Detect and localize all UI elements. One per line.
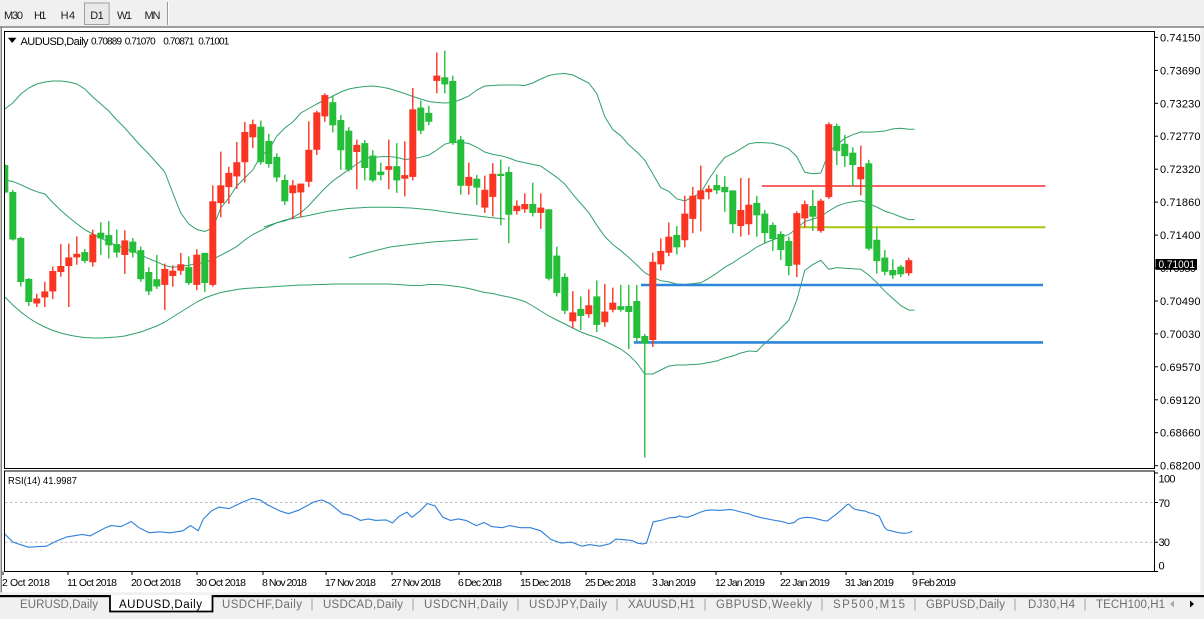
svg-text:11 Oct 2018: 11 Oct 2018: [67, 577, 117, 589]
svg-text:D1: D1: [90, 10, 104, 22]
svg-text:12 Jan 2019: 12 Jan 2019: [715, 577, 765, 589]
svg-text:|: |: [1084, 599, 1087, 611]
svg-text:30: 30: [1159, 537, 1171, 549]
svg-text:GBPUSD,Daily: GBPUSD,Daily: [926, 599, 1005, 611]
svg-text:25 Dec 2018: 25 Dec 2018: [585, 577, 636, 589]
svg-text:0.71001: 0.71001: [198, 37, 229, 48]
svg-text:USDCAD,Daily: USDCAD,Daily: [323, 599, 403, 611]
svg-text:0.71860: 0.71860: [1160, 197, 1201, 209]
svg-text:GBPUSD,Weekly: GBPUSD,Weekly: [716, 599, 812, 611]
svg-text:MN: MN: [145, 10, 161, 22]
svg-text:8 Nov 2018: 8 Nov 2018: [262, 577, 307, 589]
svg-text:M30: M30: [4, 10, 23, 22]
svg-text:0.69570: 0.69570: [1160, 362, 1201, 374]
svg-text:RSI(14) 41.9987: RSI(14) 41.9987: [8, 475, 77, 487]
svg-text:0.69120: 0.69120: [1160, 395, 1201, 407]
svg-text:22 Jan 2019: 22 Jan 2019: [780, 577, 830, 589]
svg-text:AUDUSD,Daily: AUDUSD,Daily: [21, 36, 90, 48]
svg-text:100: 100: [1159, 474, 1176, 486]
svg-text:0.73230: 0.73230: [1160, 98, 1201, 110]
svg-text:SP500,M15: SP500,M15: [833, 599, 905, 611]
svg-text:0.70871: 0.70871: [163, 37, 194, 48]
svg-text:0.72770: 0.72770: [1160, 131, 1201, 143]
svg-text:0.70889: 0.70889: [91, 37, 122, 48]
svg-text:31 Jan 2019: 31 Jan 2019: [845, 577, 894, 589]
svg-text:TECH100,H1: TECH100,H1: [1096, 599, 1165, 611]
svg-text:2 Oct 2018: 2 Oct 2018: [2, 577, 50, 589]
svg-text:XAUUSD,H1: XAUUSD,H1: [628, 599, 695, 611]
svg-text:|: |: [412, 599, 415, 611]
svg-text:0.71400: 0.71400: [1160, 230, 1201, 242]
svg-text:0.70490: 0.70490: [1160, 296, 1201, 308]
svg-text:EURUSD,Daily: EURUSD,Daily: [20, 599, 98, 611]
svg-text:0.71070: 0.71070: [125, 37, 156, 48]
svg-text:70: 70: [1159, 498, 1171, 510]
svg-text:|: |: [616, 599, 619, 611]
svg-text:H1: H1: [34, 10, 47, 22]
svg-text:USDCHF,Daily: USDCHF,Daily: [222, 599, 302, 611]
svg-text:0.68660: 0.68660: [1160, 428, 1201, 440]
svg-text:0.68200: 0.68200: [1160, 461, 1201, 473]
svg-text:|: |: [821, 599, 824, 611]
svg-text:|: |: [311, 599, 314, 611]
svg-text:0: 0: [1159, 561, 1165, 573]
svg-text:0.71001: 0.71001: [1159, 259, 1196, 271]
svg-text:0.73690: 0.73690: [1160, 65, 1201, 77]
svg-text:27 Nov 2018: 27 Nov 2018: [391, 577, 441, 589]
svg-text:|: |: [914, 599, 917, 611]
svg-text:0.72320: 0.72320: [1160, 164, 1201, 176]
svg-text:30 Oct 2018: 30 Oct 2018: [196, 577, 246, 589]
svg-text:AUDUSD,Daily: AUDUSD,Daily: [119, 599, 202, 611]
svg-text:17 Nov 2018: 17 Nov 2018: [325, 577, 376, 589]
svg-text:3 Jan 2019: 3 Jan 2019: [652, 577, 696, 589]
svg-text:15 Dec 2018: 15 Dec 2018: [520, 577, 571, 589]
svg-text:USDJPY,Daily: USDJPY,Daily: [529, 599, 607, 611]
svg-text:USDCNH,Daily: USDCNH,Daily: [424, 599, 508, 611]
svg-text:6 Dec 2018: 6 Dec 2018: [458, 577, 502, 589]
svg-text:DJ30,H4: DJ30,H4: [1028, 599, 1076, 611]
svg-text:0.70030: 0.70030: [1160, 329, 1201, 341]
svg-text:H4: H4: [61, 10, 76, 22]
svg-text:|: |: [704, 599, 707, 611]
svg-text:|: |: [517, 599, 520, 611]
svg-text:|: |: [1014, 599, 1017, 611]
svg-text:9 Feb 2019: 9 Feb 2019: [912, 577, 956, 589]
svg-text:20 Oct 2018: 20 Oct 2018: [131, 577, 181, 589]
svg-text:W1: W1: [117, 10, 132, 22]
svg-text:0.74150: 0.74150: [1160, 32, 1201, 44]
